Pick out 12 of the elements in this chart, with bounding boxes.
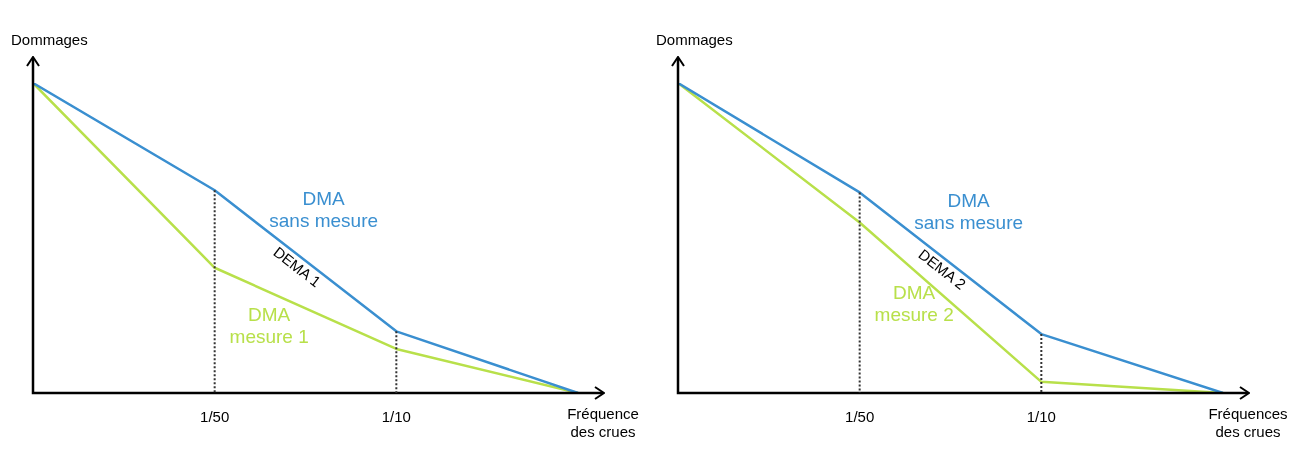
x-tick-label: 1/50	[200, 408, 230, 426]
y-axis-title: Dommages	[11, 30, 88, 48]
x-tick-label: 1/10	[381, 408, 411, 426]
series-label: DMA sans mesure	[269, 187, 379, 231]
series-label: DMA mesure 2	[874, 282, 954, 326]
series-label: DMA mesure 1	[229, 303, 309, 347]
x-axis-title: Fréquence des crues	[567, 404, 639, 440]
y-axis-title: Dommages	[656, 30, 733, 48]
x-tick-label: 1/50	[845, 408, 875, 426]
x-axis-title: Fréquences des crues	[1208, 404, 1288, 440]
x-tick-label: 1/10	[1026, 408, 1056, 426]
series-label: DMA sans mesure	[914, 190, 1024, 234]
